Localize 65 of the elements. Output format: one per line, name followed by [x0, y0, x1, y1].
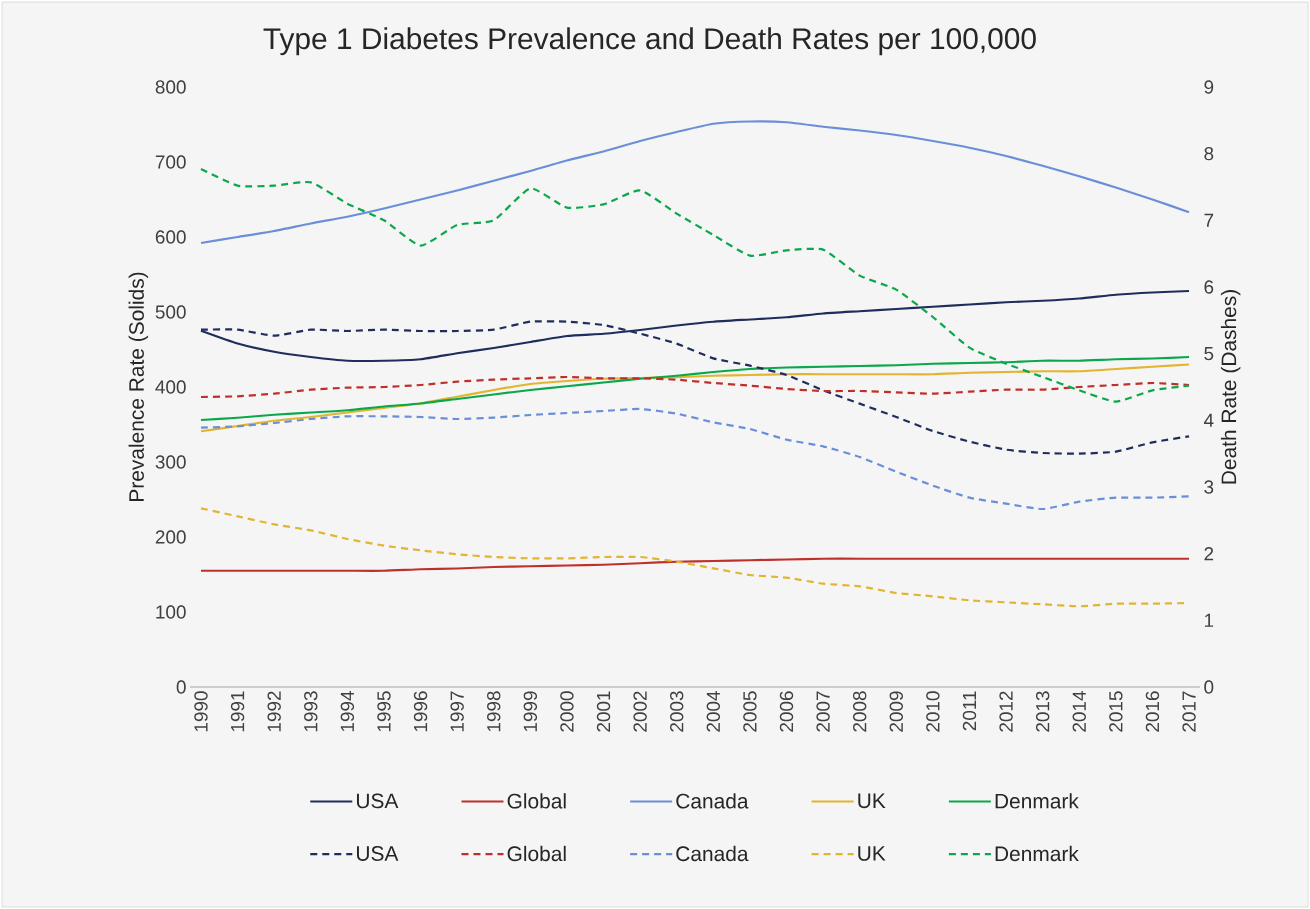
y-tick-label: 500 [155, 305, 186, 319]
x-tick-label: 2000 [560, 691, 574, 732]
x-tick-label: 2011 [962, 691, 977, 731]
x-tick-label: 1994 [340, 691, 355, 732]
legend-label: Denmark [995, 845, 1079, 862]
line-series [199, 557, 1191, 572]
y-tick-label: 700 [155, 155, 186, 169]
y2-tick-label: 8 [1204, 146, 1214, 161]
x-tick-label: 2009 [889, 691, 903, 732]
x-tick-label: 2012 [999, 691, 1013, 732]
y2-tick-label: 1 [1204, 613, 1214, 627]
line-series [199, 375, 1191, 399]
x-tick-label: 1996 [413, 691, 428, 732]
y2-tick-label: 4 [1203, 413, 1214, 427]
line-series [199, 363, 1191, 433]
x-tick-label: 2003 [670, 691, 684, 732]
y-tick-label: 300 [155, 455, 186, 469]
x-tick-label: 1999 [523, 691, 538, 732]
legend-label: Global [507, 845, 566, 862]
y-axis-title: Prevalence Rate (Solids) [128, 272, 149, 501]
y2-axis-title: Death Rate (Dashes) [1220, 290, 1241, 484]
x-tick-label: 1991 [230, 691, 245, 732]
y-tick-label: 0 [176, 680, 186, 694]
x-tick-label: 2006 [779, 691, 794, 732]
y-tick-label: 800 [155, 80, 186, 94]
legend-label: UK [858, 793, 886, 809]
legend-label: Canada [676, 793, 749, 809]
x-tick-label: 2013 [1035, 691, 1050, 732]
legend-label: UK [858, 846, 886, 861]
legend-label: Denmark [995, 793, 1079, 809]
y2-tick-label: 2 [1204, 547, 1214, 561]
legend-label: USA [356, 793, 399, 809]
x-tick-label: 2004 [706, 691, 721, 732]
y2-tick-label: 0 [1204, 680, 1214, 694]
x-tick-label: 2007 [816, 691, 830, 732]
y-tick-label: 600 [155, 230, 186, 244]
y2-tick-label: 5 [1204, 347, 1214, 361]
x-tick-label: 2005 [743, 691, 757, 732]
y-tick-label: 100 [156, 605, 186, 619]
x-tick-label: 2016 [1145, 691, 1160, 732]
line-series [199, 407, 1191, 511]
x-tick-label: 2008 [852, 691, 867, 732]
x-tick-label: 1997 [450, 691, 464, 732]
x-tick-label: 1995 [377, 691, 391, 732]
x-tick-label: 2002 [633, 691, 647, 732]
y2-tick-label: 6 [1204, 280, 1214, 294]
legend-label: USA [356, 846, 399, 861]
x-tick-label: 1993 [304, 691, 318, 732]
x-tick-label: 1990 [194, 691, 208, 732]
y2-tick-label: 9 [1204, 80, 1214, 94]
x-tick-label: 2014 [1072, 691, 1086, 732]
legend-label: Global [507, 793, 566, 809]
x-tick-label: 2001 [596, 691, 611, 732]
x-tick-label: 2017 [1182, 691, 1196, 732]
y2-tick-label: 3 [1204, 480, 1214, 494]
chart-title: Type 1 Diabetes Prevalence and Death Rates per 100,000 [263, 27, 1036, 56]
x-tick-label: 1998 [487, 691, 501, 732]
y-tick-label: 400 [155, 380, 186, 394]
line-series [199, 120, 1191, 245]
x-tick-label: 2010 [926, 691, 940, 732]
legend-label: Canada [676, 845, 749, 862]
y2-tick-label: 7 [1204, 213, 1214, 227]
x-tick-label: 1992 [267, 691, 281, 732]
x-tick-label: 2015 [1109, 691, 1123, 732]
y-tick-label: 200 [155, 530, 186, 544]
